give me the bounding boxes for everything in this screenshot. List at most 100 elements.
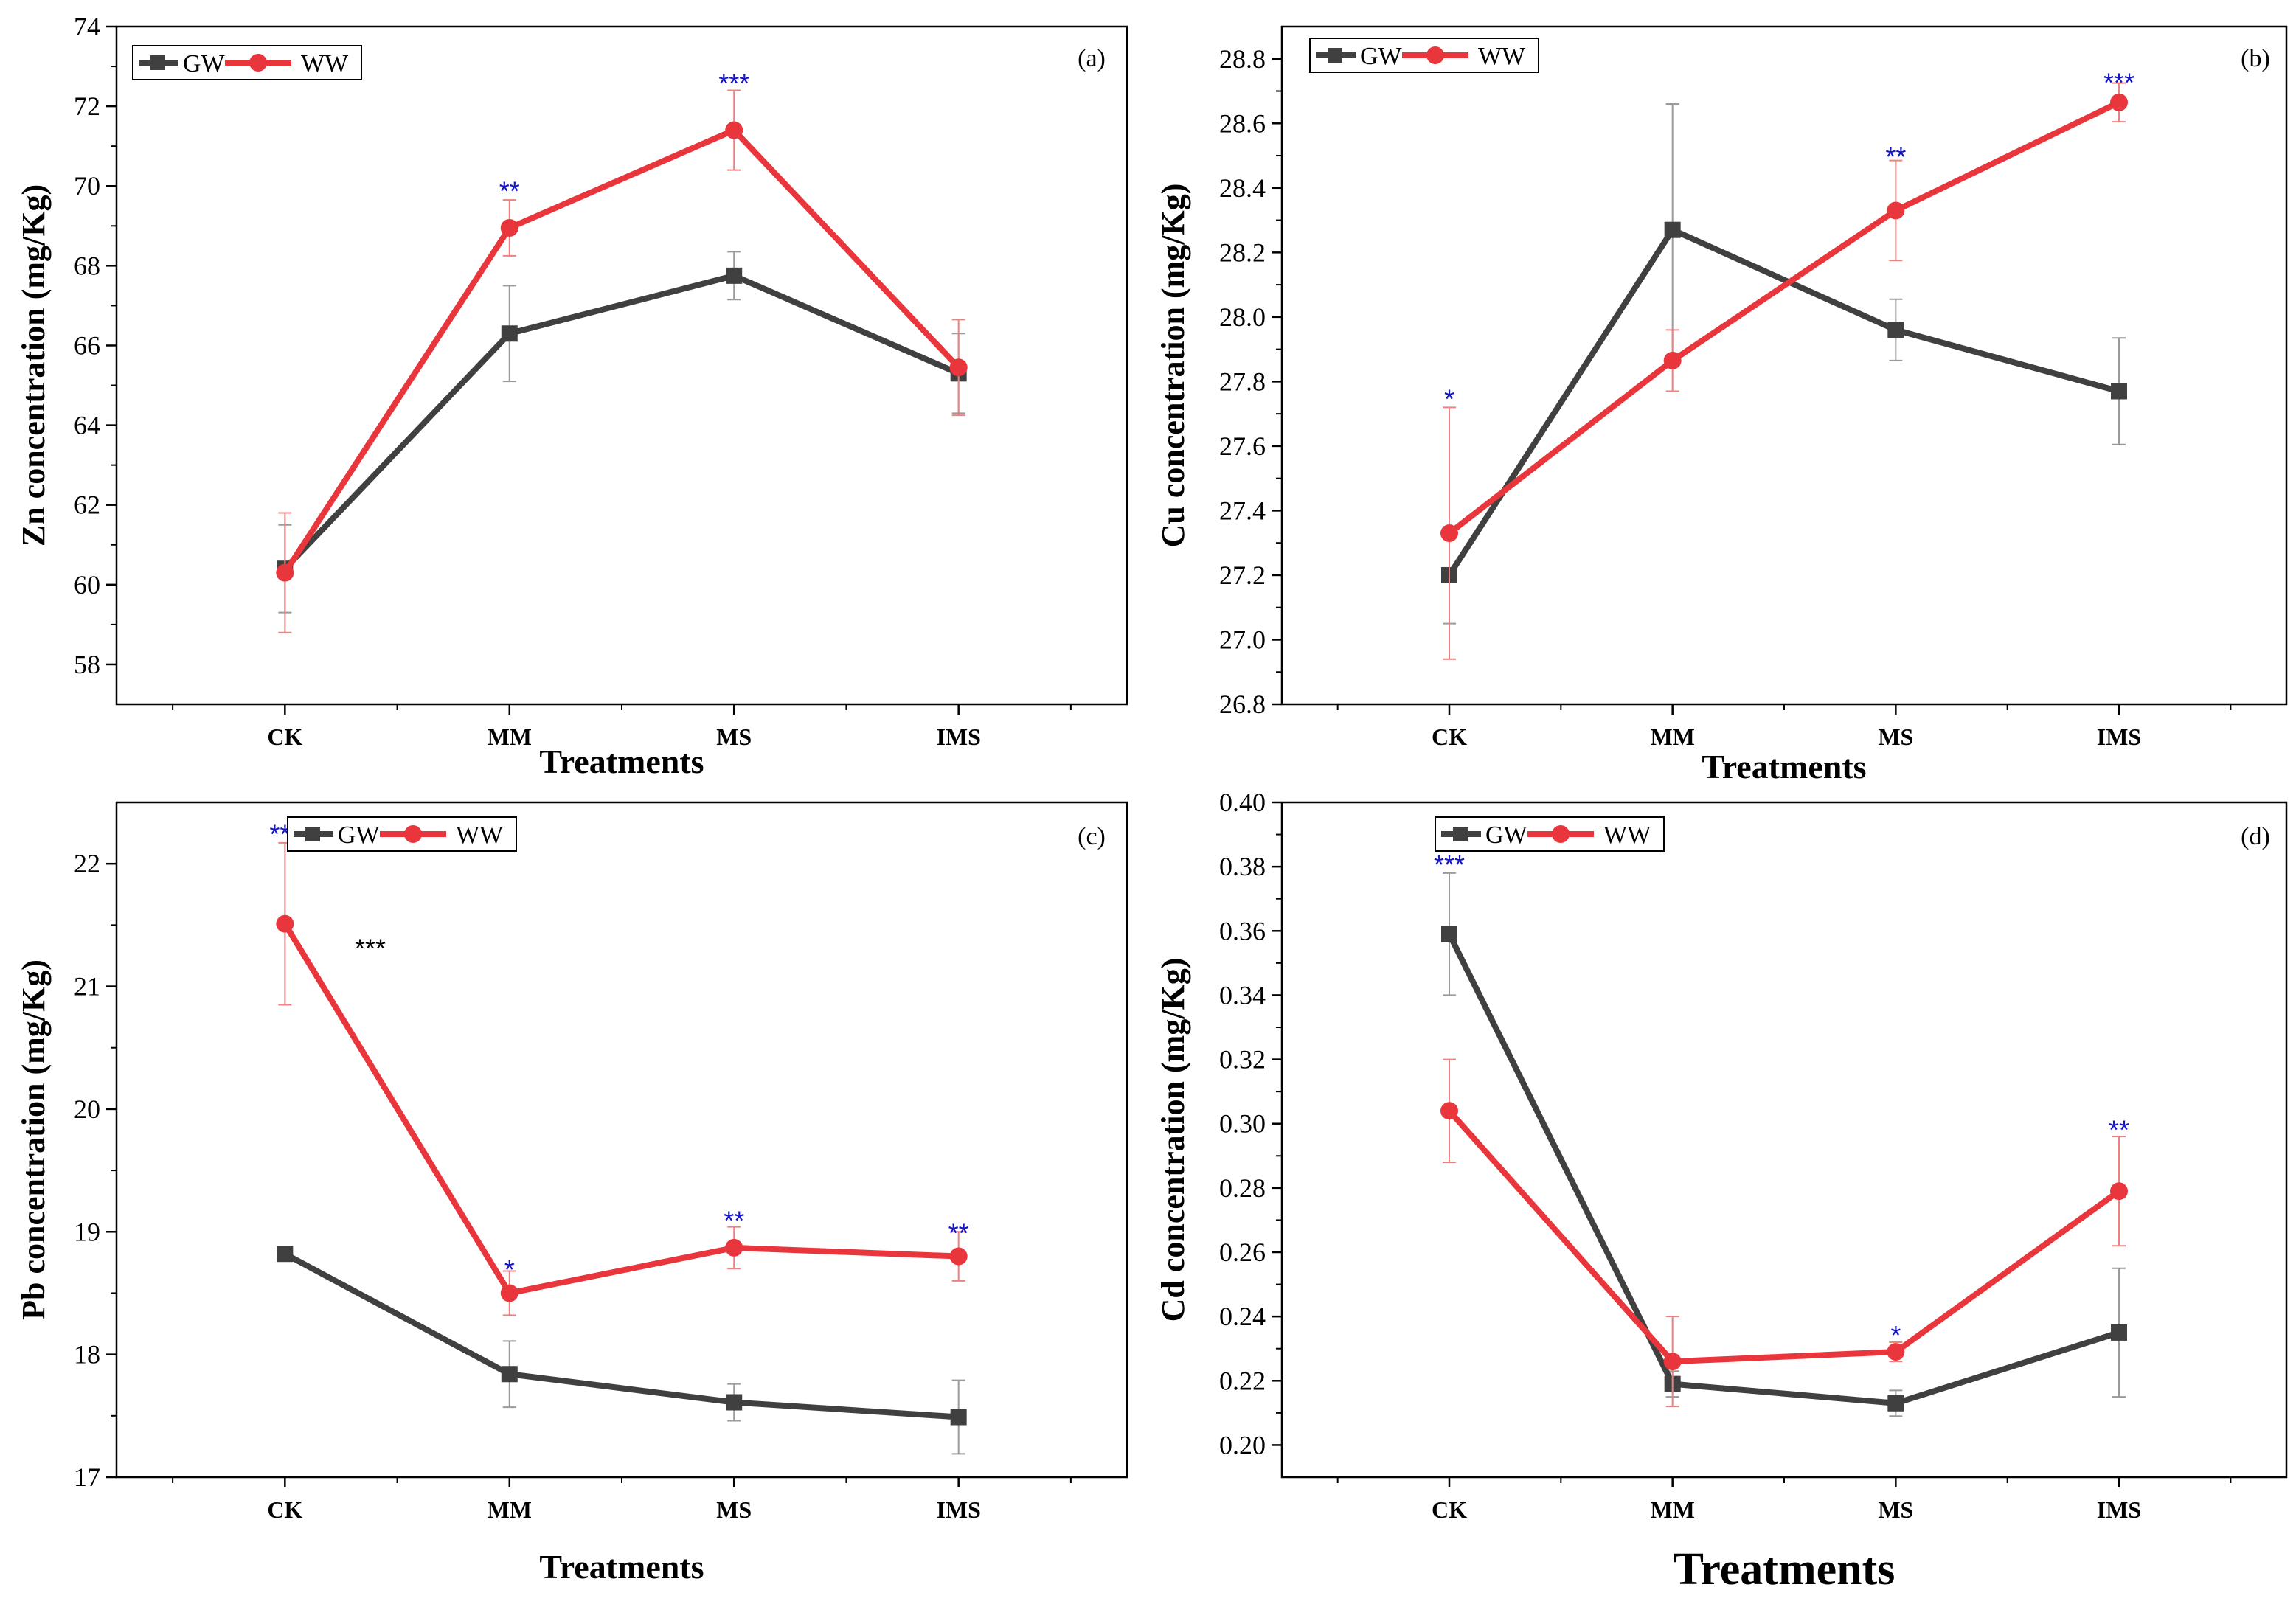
y-tick-label: 21: [74, 972, 100, 1001]
legend-gw-marker: [305, 827, 320, 841]
data-point: [1663, 351, 1682, 369]
y-tick-label: 0.32: [1219, 1045, 1266, 1074]
y-tick-label: 0.20: [1219, 1430, 1266, 1459]
y-tick-label: 70: [74, 171, 100, 201]
y-tick-label: 0.24: [1219, 1302, 1266, 1331]
panel-label: (b): [2241, 45, 2270, 72]
y-tick-label: 68: [74, 251, 100, 280]
data-point: [501, 1366, 518, 1383]
significance-label: ***: [1434, 850, 1465, 880]
plot-frame: [1280, 801, 2288, 1479]
legend-ww-label: WW: [301, 50, 349, 77]
data-point: [500, 218, 518, 237]
y-tick-label: 27.2: [1219, 560, 1266, 590]
x-tick-label: CK: [1432, 1496, 1467, 1523]
significance-label: **: [1885, 142, 1906, 172]
data-point: [276, 563, 294, 582]
series-ww: [276, 841, 968, 1316]
y-tick-label: 27.6: [1219, 431, 1266, 461]
panel-label: (c): [1078, 823, 1106, 850]
legend-gw-label: GW: [1485, 822, 1528, 849]
y-tick-label: 28.4: [1219, 173, 1266, 203]
legend: GW WW: [132, 45, 362, 80]
legend-ww-marker: [1552, 825, 1570, 843]
y-tick-label: 28.6: [1219, 108, 1266, 138]
chart-panel-1: 58 60 62 64 66 68 70 72 74 CK MM MS IMS Treatments Zn …: [15, 12, 1128, 780]
y-tick-label: 28.2: [1219, 237, 1266, 267]
y-tick-label: 28.0: [1219, 302, 1266, 332]
x-tick-label: MS: [1878, 1496, 1913, 1523]
y-tick-label: 27.0: [1219, 625, 1266, 654]
x-tick-label: MS: [716, 1496, 752, 1523]
y-tick-label: 0.34: [1219, 980, 1266, 1010]
data-point: [725, 121, 743, 139]
significance-label: **: [948, 1218, 969, 1248]
series-gw: [277, 251, 967, 614]
legend: GW WW: [287, 816, 517, 852]
data-point: [1664, 221, 1681, 238]
data-point: [2110, 1182, 2128, 1201]
y-tick-label: 26.8: [1219, 690, 1266, 719]
data-point: [1887, 1343, 1905, 1361]
significance-label: ***: [718, 69, 749, 99]
series-line: [1447, 1108, 2121, 1365]
y-tick-label: 66: [74, 330, 100, 360]
x-tick-label: CK: [267, 723, 302, 750]
y-axis-title: Cd concentration (mg/Kg): [1155, 958, 1191, 1322]
x-tick-label: IMS: [936, 723, 980, 750]
chart-panel-3: 17 18 19 20 21 22 CK MM MS IMS Treatments Pb concen…: [15, 801, 1128, 1586]
series-ww: [1440, 82, 2128, 660]
series-gw: [1441, 103, 2127, 625]
y-tick-label: 0.28: [1219, 1173, 1266, 1203]
chart-panel-4: 0.20 0.22 0.24 0.26 0.28 0.30 0.32 0.34 0.36 0.38…: [1155, 788, 2288, 1594]
series-gw: [1441, 872, 2127, 1417]
data-point: [1440, 524, 1458, 543]
data-point: [277, 1246, 294, 1263]
y-tick-label: 74: [74, 12, 100, 41]
x-axis-title: Treatments: [539, 743, 704, 780]
data-point: [1663, 1353, 1682, 1371]
x-axis-title: Treatments: [1674, 1544, 1896, 1594]
series-line: [1446, 226, 2120, 577]
x-tick-label: MS: [1878, 723, 1913, 750]
data-point: [726, 1394, 743, 1411]
y-tick-label: 27.4: [1219, 496, 1266, 525]
x-axis-title: Treatments: [539, 1548, 704, 1586]
significance-label: ***: [355, 933, 386, 963]
plot-frame: [115, 801, 1128, 1479]
series-line: [1446, 932, 2120, 1406]
y-tick-label: 64: [74, 411, 100, 440]
data-point: [2111, 383, 2127, 400]
series-line: [282, 922, 959, 1296]
y-tick-label: 58: [74, 650, 100, 679]
y-tick-label: 17: [74, 1462, 100, 1492]
plot-frame: [1280, 25, 2288, 706]
data-point: [1887, 201, 1905, 220]
y-tick-label: 0.22: [1219, 1366, 1266, 1395]
y-tick-label: 62: [74, 490, 100, 520]
x-tick-label: MM: [488, 723, 532, 750]
legend: GW WW: [1435, 816, 1665, 852]
legend-gw-marker: [150, 55, 165, 70]
y-tick-label: 0.40: [1219, 788, 1266, 817]
series-ww: [276, 89, 968, 633]
data-point: [1441, 926, 1457, 942]
legend-ww-marker: [404, 825, 422, 843]
y-tick-label: 0.36: [1219, 916, 1266, 945]
x-tick-label: MS: [716, 723, 752, 750]
x-tick-label: CK: [1432, 723, 1467, 750]
data-point: [1440, 1102, 1458, 1120]
x-tick-label: MM: [488, 1496, 532, 1523]
y-axis-title: Pb concentration (mg/Kg): [15, 959, 52, 1320]
x-axis-title: Treatments: [1702, 748, 1866, 785]
legend-gw-marker: [1453, 827, 1468, 841]
y-tick-label: 27.8: [1219, 367, 1266, 396]
series-line: [1447, 100, 2120, 536]
significance-label: *: [1890, 1320, 1901, 1350]
data-point: [2111, 1324, 2127, 1341]
y-tick-label: 0.38: [1219, 852, 1266, 881]
y-axis-title: Zn concentration (mg/Kg): [15, 184, 52, 546]
series-line: [282, 127, 961, 574]
legend-gw-label: GW: [338, 822, 381, 849]
y-tick-label: 20: [74, 1094, 100, 1124]
